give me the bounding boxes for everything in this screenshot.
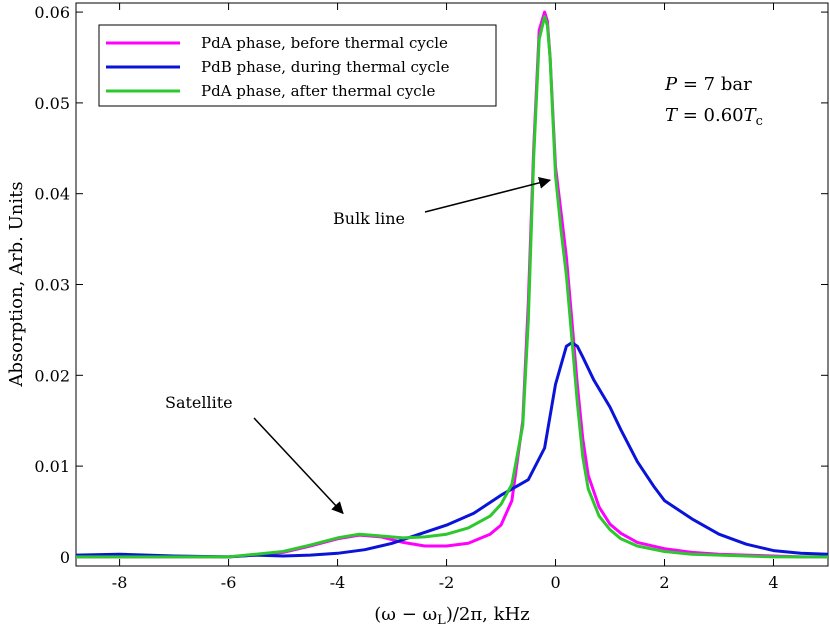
bulk-line-arrow bbox=[424, 176, 552, 213]
x-tick-label: 2 bbox=[659, 573, 669, 592]
series-pda-after-line bbox=[76, 15, 828, 559]
series-pdb-during-line bbox=[76, 341, 828, 559]
y-tick-label: 0.04 bbox=[34, 185, 70, 204]
x-axis: -8 -6 -4 -2 0 2 4 bbox=[112, 3, 779, 592]
legend-label-pda-before: PdA phase, before thermal cycle bbox=[201, 34, 448, 52]
x-tick-label: -2 bbox=[439, 573, 455, 592]
bulk-line-annotation: Bulk line bbox=[333, 209, 405, 228]
pressure-label: P = 7 bar bbox=[664, 74, 752, 95]
y-tick-label: 0.03 bbox=[34, 276, 70, 295]
y-axis: 0 0.01 0.02 0.03 0.04 0.05 0.06 bbox=[34, 3, 828, 567]
temperature-label: T = 0.60Tc bbox=[665, 105, 763, 129]
x-tick-label: 4 bbox=[768, 573, 778, 592]
satellite-arrow bbox=[253, 417, 344, 515]
x-tick-label: 0 bbox=[550, 573, 560, 592]
legend-label-pdb-during: PdB phase, during thermal cycle bbox=[201, 58, 450, 76]
y-tick-label: 0.01 bbox=[34, 457, 70, 476]
legend-label-pda-after: PdA phase, after thermal cycle bbox=[201, 82, 435, 100]
y-tick-label: 0 bbox=[60, 548, 70, 567]
x-tick-label: -6 bbox=[221, 573, 237, 592]
y-axis-label: Absorption, Arb. Units bbox=[6, 181, 27, 387]
x-tick-label: -4 bbox=[330, 573, 346, 592]
x-tick-label: -8 bbox=[112, 573, 128, 592]
y-tick-label: 0.05 bbox=[34, 94, 70, 113]
series-layer bbox=[76, 10, 828, 559]
legend: PdA phase, before thermal cycle PdB phas… bbox=[98, 24, 497, 107]
y-tick-label: 0.06 bbox=[34, 3, 70, 22]
x-axis-label: (ω − ωL)/2π, kHz bbox=[374, 604, 529, 628]
y-tick-label: 0.02 bbox=[34, 366, 70, 385]
satellite-annotation: Satellite bbox=[165, 393, 233, 412]
